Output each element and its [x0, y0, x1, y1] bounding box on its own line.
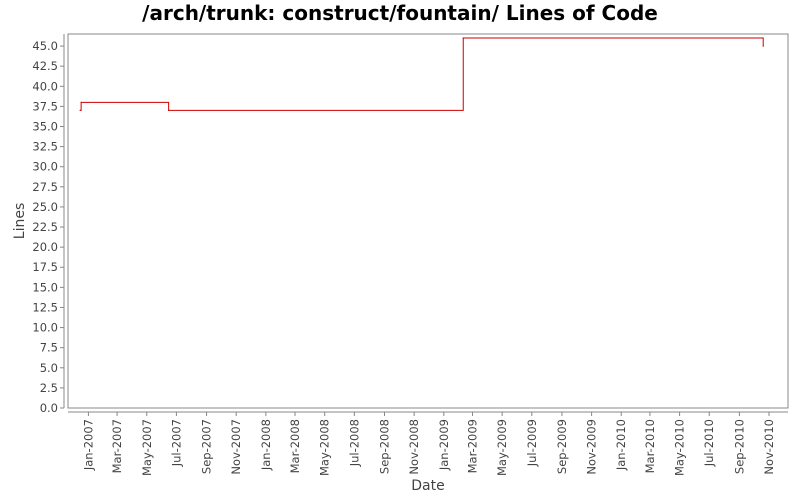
x-tick-label: Mar-2009	[465, 419, 479, 473]
data-point	[462, 37, 464, 39]
data-point	[80, 101, 82, 103]
y-tick-label: 15.0	[32, 280, 58, 294]
x-tick-label: Sep-2010	[732, 419, 746, 474]
data-point	[79, 109, 81, 112]
x-tick-label: Mar-2007	[110, 419, 124, 473]
y-tick-label: 5.0	[40, 361, 58, 375]
y-tick-label: 22.5	[32, 220, 58, 234]
x-tick-label: Nov-2010	[762, 419, 776, 475]
x-tick-label: Nov-2009	[585, 419, 599, 475]
x-tick-label: Mar-2010	[643, 419, 657, 473]
x-tick-label: May-2010	[673, 419, 687, 476]
x-tick-label: Jan-2010	[614, 419, 628, 471]
y-axis-ticks: 0.0 2.5 5.0 7.5 10.0 12.5 15.0 17.5 20.0 22.5 25.0…	[32, 39, 64, 415]
plot-area	[67, 33, 789, 409]
chart-title: /arch/trunk: construct/fountain/ Lines o…	[142, 1, 658, 25]
x-tick-label: Mar-2008	[288, 419, 302, 473]
y-tick-label: 20.0	[32, 240, 58, 254]
y-tick-label: 7.5	[40, 341, 58, 355]
y-tick-label: 32.5	[32, 140, 58, 154]
x-axis-title: Date	[411, 478, 444, 494]
y-tick-label: 0.0	[40, 401, 58, 415]
series-layer	[79, 37, 764, 112]
x-tick-label: Nov-2007	[229, 419, 243, 475]
y-tick-label: 45.0	[32, 39, 58, 53]
y-axis-title: Lines	[12, 203, 28, 239]
data-point	[168, 109, 170, 112]
y-tick-label: 10.0	[32, 321, 58, 335]
x-tick-label: Jul-2009	[525, 419, 539, 467]
x-tick-label: May-2009	[495, 419, 509, 476]
x-tick-label: Jul-2010	[702, 419, 716, 467]
data-point	[762, 45, 764, 47]
x-tick-label: Nov-2008	[407, 419, 421, 475]
x-tick-label: Jan-2007	[81, 419, 95, 471]
y-tick-label: 2.5	[40, 381, 58, 395]
x-tick-label: Jan-2008	[259, 419, 273, 471]
x-tick-label: Jan-2009	[437, 419, 451, 471]
y-tick-label: 40.0	[32, 79, 58, 93]
x-tick-label: Sep-2008	[377, 419, 391, 474]
x-axis-ticks: Jan-2007 Mar-2007 May-2007 Jul-2007 Sep-2007…	[81, 412, 776, 476]
y-tick-label: 42.5	[32, 59, 58, 73]
y-tick-label: 25.0	[32, 200, 58, 214]
x-tick-label: Jul-2007	[169, 419, 183, 467]
x-tick-label: Sep-2007	[200, 419, 214, 474]
x-tick-label: Sep-2009	[555, 419, 569, 474]
y-tick-label: 37.5	[32, 99, 58, 113]
y-tick-label: 35.0	[32, 119, 58, 133]
y-tick-label: 12.5	[32, 300, 58, 314]
x-tick-label: May-2008	[318, 419, 332, 476]
y-tick-label: 17.5	[32, 260, 58, 274]
x-tick-label: Jul-2008	[347, 419, 361, 467]
y-tick-label: 30.0	[32, 160, 58, 174]
y-tick-label: 27.5	[32, 180, 58, 194]
x-tick-label: May-2007	[140, 419, 154, 476]
